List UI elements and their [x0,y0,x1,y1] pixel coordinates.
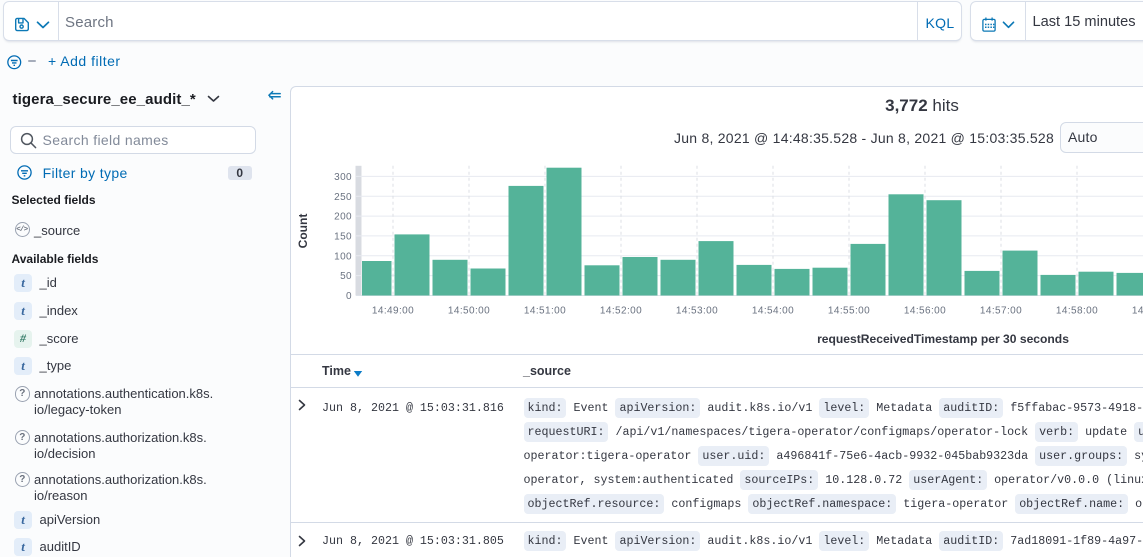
svg-text:14:59:00: 14:59:00 [1132,306,1143,317]
svg-text:14:55:00: 14:55:00 [828,306,870,317]
svg-text:14:57:00: 14:57:00 [980,306,1022,317]
svg-text:250: 250 [334,192,352,203]
svg-text:50: 50 [340,271,352,282]
svg-text:14:51:00: 14:51:00 [524,306,566,317]
svg-text:200: 200 [334,212,352,223]
svg-text:300: 300 [334,172,352,183]
svg-text:150: 150 [334,231,352,242]
svg-text:14:58:00: 14:58:00 [1056,306,1098,317]
svg-text:14:50:00: 14:50:00 [448,306,490,317]
svg-text:14:52:00: 14:52:00 [600,306,642,317]
svg-text:14:49:00: 14:49:00 [372,306,414,317]
svg-text:100: 100 [334,251,352,262]
svg-text:Count: Count [296,214,310,249]
svg-text:14:53:00: 14:53:00 [676,306,718,317]
svg-text:0: 0 [346,291,352,302]
svg-text:14:56:00: 14:56:00 [904,306,946,317]
svg-text:14:54:00: 14:54:00 [752,306,794,317]
